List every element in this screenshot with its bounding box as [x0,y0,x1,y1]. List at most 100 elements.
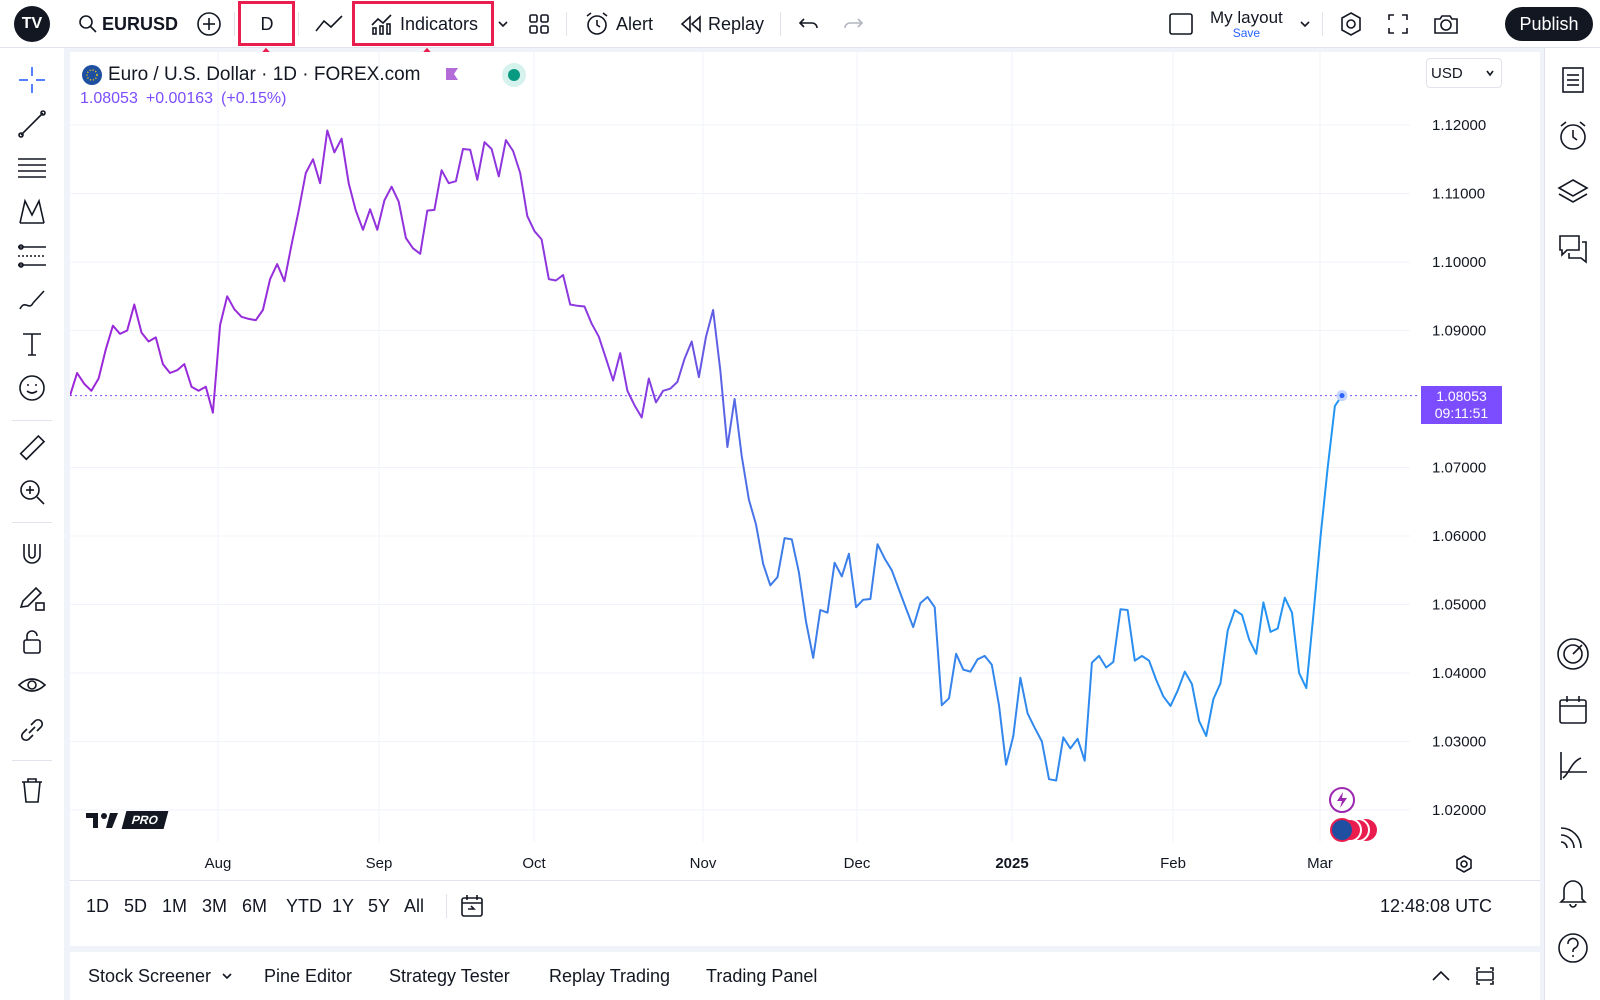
pattern-tool[interactable] [14,194,50,230]
currency-select[interactable]: USD [1426,58,1502,88]
pro-badge: PRO [121,811,169,829]
chart-legend[interactable]: Euro / U.S. Dollar · 1D · FOREX.com [80,62,527,88]
measure-tool[interactable] [14,430,50,466]
text-tool[interactable] [14,326,50,362]
drawing-mode-tool[interactable] [14,580,50,616]
range-6m[interactable]: 6M [242,895,268,916]
utc-clock[interactable]: 12:48:08 UTC [1380,895,1493,916]
layout-menu[interactable]: My layout Save [1210,0,1283,48]
brush-tool[interactable] [14,282,50,318]
forecast-tool[interactable] [14,238,50,274]
fullscreen-button[interactable] [1386,0,1410,48]
x-tick-label: Nov [690,855,717,872]
lock-tool[interactable] [14,624,50,660]
ruler-icon [19,434,46,461]
chats-button[interactable] [1555,230,1591,266]
line-chart-icon [315,15,343,32]
chart-pane[interactable]: 1.120001.110001.100001.090001.080001.070… [70,52,1540,946]
alert-button[interactable]: Alert [584,0,653,48]
range-1d[interactable]: 1D [86,895,110,916]
redo-button[interactable] [842,0,864,48]
object-tree-button[interactable] [1555,174,1591,210]
chart-type-button[interactable] [314,0,344,48]
options-button[interactable] [1555,748,1591,784]
publish-button[interactable]: Publish [1505,7,1593,41]
layout-checkbox[interactable] [1168,0,1194,48]
symbol-search[interactable]: EURUSD [78,0,178,48]
x-tick-label: Oct [522,855,546,872]
fullscreen-icon [1388,14,1408,34]
chevron-up-icon[interactable] [1430,966,1452,986]
divider [446,894,447,918]
unlock-icon [23,630,41,654]
redo-icon [844,18,864,29]
calendar-button[interactable] [1555,692,1591,728]
chevron-down-icon [1300,21,1310,28]
alerts-button[interactable] [1555,118,1591,154]
ideas-button[interactable] [1555,636,1591,672]
price-axis: 1.120001.110001.100001.090001.080001.070… [1432,117,1486,819]
screenshot-button[interactable] [1432,0,1460,48]
trend-line-tool[interactable] [14,106,50,142]
crosshair-tool[interactable] [14,62,50,98]
indicators-button[interactable]: Indicators [370,0,478,48]
tab-stock-screener[interactable]: Stock Screener [88,952,233,1000]
alert-label: Alert [616,13,654,34]
x-tick-label: Mar [1307,855,1333,872]
right-sidebar [1544,48,1600,1000]
chat-icon [1559,235,1587,264]
magnet-tool[interactable] [14,536,50,572]
watchlist-button[interactable] [1555,62,1591,98]
interval-button[interactable]: D [260,13,274,34]
hide-tool[interactable] [14,668,50,704]
replay-button[interactable]: Replay [680,0,764,48]
zoom-tool[interactable] [14,474,50,510]
notifications-button[interactable] [1555,874,1591,910]
range-1y[interactable]: 1Y [332,895,355,916]
x-tick-label: 2025 [995,855,1028,872]
tab-trading-panel[interactable]: Trading Panel [706,965,818,986]
tv-logo-icon [86,813,118,828]
trash-icon [22,778,42,803]
range-1m[interactable]: 1M [162,895,188,916]
help-button[interactable] [1555,930,1591,966]
emoji-tool[interactable] [14,370,50,406]
y-tick-label: 1.10000 [1432,254,1486,271]
goto-date-icon[interactable] [459,893,485,919]
lightning-event-icon[interactable] [1328,786,1356,814]
tab-pine-editor[interactable]: Pine Editor [264,965,353,986]
calendar-icon [1559,696,1587,724]
alarm-clock-icon [1560,121,1586,150]
link-tool[interactable] [14,712,50,748]
economic-events-icon[interactable] [1328,816,1380,844]
settings-button[interactable] [1338,0,1364,48]
horizontal-lines-tool[interactable] [14,150,50,186]
y-tick-label: 1.09000 [1432,323,1486,340]
layout-name: My layout [1210,7,1283,27]
range-3m[interactable]: 3M [202,895,228,916]
indicators-label: Indicators [400,13,479,34]
price-tag-value: 1.08053 [1436,388,1487,404]
compare-add-button[interactable] [196,0,222,48]
indicators-dropdown[interactable] [496,0,510,48]
range-5d[interactable]: 5D [124,895,148,916]
price-chart[interactable]: 1.120001.110001.100001.090001.080001.070… [70,52,1540,946]
undo-button[interactable] [798,0,820,48]
stream-button[interactable] [1555,818,1591,854]
indicators-highlight-box [352,1,494,46]
maximize-panel-icon[interactable] [1473,964,1497,988]
remove-drawings-tool[interactable] [14,772,50,808]
flag-icon[interactable] [443,66,461,84]
range-ytd[interactable]: YTD [286,895,322,916]
magnet-icon [23,544,41,564]
templates-button[interactable] [528,0,550,48]
layout-dropdown[interactable] [1298,0,1312,48]
axis-settings-icon[interactable] [1454,854,1474,874]
tab-strategy-tester[interactable]: Strategy Tester [389,965,510,986]
search-icon [79,15,97,33]
top-toolbar: TV EURUSD D Indicators Alert Replay My [0,0,1600,48]
range-all[interactable]: All [404,895,425,916]
tradingview-logo[interactable]: TV [14,6,50,42]
tab-replay-trading[interactable]: Replay Trading [549,965,671,986]
range-5y[interactable]: 5Y [368,895,391,916]
